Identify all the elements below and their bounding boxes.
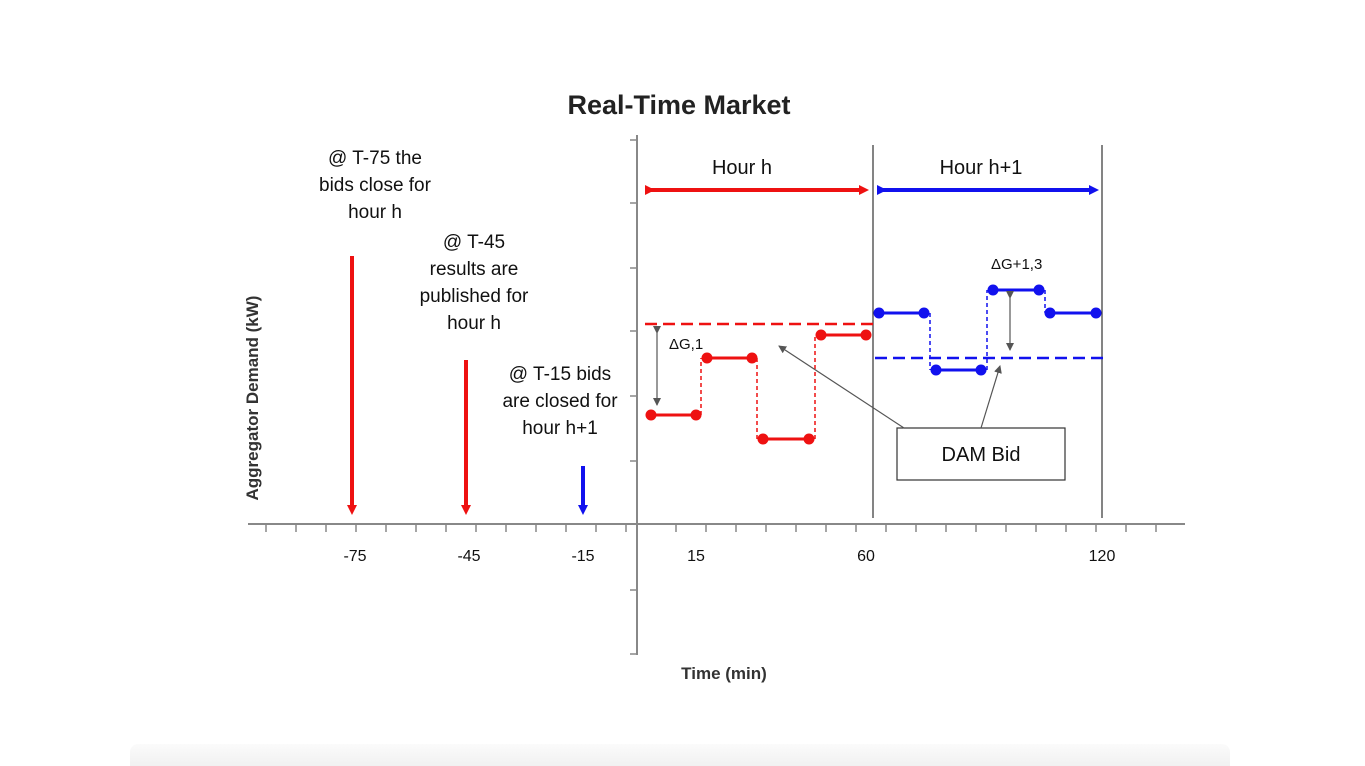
annotation-t15: @ T-15 bids are closed for hour h+1 [502, 364, 618, 439]
demand-transitions [929, 290, 1046, 370]
annotation-t45: @ T-45 results are published for hour h [420, 232, 529, 334]
annotation-line: hour h+1 [522, 418, 598, 439]
annotation-line: published for [420, 286, 529, 307]
x-tick-label: 15 [687, 548, 705, 565]
axes [248, 135, 1185, 655]
x-tick-label: -75 [343, 548, 366, 565]
delta-g1-label: ΔG,1 [669, 336, 703, 353]
annotation-line: are closed for [502, 391, 618, 412]
x-tick-label: -15 [571, 548, 594, 565]
annotation-line: hour h [447, 313, 501, 334]
x-tick-labels: -75 -45 -15 15 60 120 [343, 548, 1115, 565]
x-tick-marks [265, 524, 1157, 532]
bottom-shadow [130, 744, 1230, 766]
dam-bid-pointer-h1 [980, 365, 1002, 429]
annotation-line: @ T-45 [443, 232, 505, 253]
delta-g13-label: ΔG+1,3 [991, 256, 1042, 273]
x-tick-label: -45 [457, 548, 480, 565]
annotation-line: @ T-75 the [328, 148, 422, 169]
diagram-title: Real-Time Market [567, 90, 790, 120]
hour-h-label: Hour h [712, 157, 772, 179]
hour-h1-label: Hour h+1 [940, 157, 1023, 179]
dam-bid-box [896, 427, 1066, 481]
demand-transitions [700, 335, 816, 439]
y-tick-marks [630, 139, 637, 655]
dam-bid-pointer-h [778, 345, 905, 429]
y-axis-label: Aggregator Demand (kW) [243, 296, 262, 501]
annotation-t75: @ T-75 the bids close for hour h [319, 148, 432, 223]
x-axis-label: Time (min) [681, 664, 767, 683]
annotation-line: bids close for [319, 175, 432, 196]
real-time-demand-hour-h1 [873, 284, 1102, 376]
annotation-line: results are [430, 259, 519, 280]
x-tick-label: 60 [857, 548, 875, 565]
real-time-demand-hour-h [645, 329, 872, 445]
annotation-line: @ T-15 bids [509, 364, 611, 385]
annotation-line: hour h [348, 202, 402, 223]
demand-points [645, 329, 872, 445]
demand-points [873, 284, 1102, 376]
dam-bid-label: DAM Bid [942, 444, 1021, 466]
x-tick-label: 120 [1089, 548, 1116, 565]
